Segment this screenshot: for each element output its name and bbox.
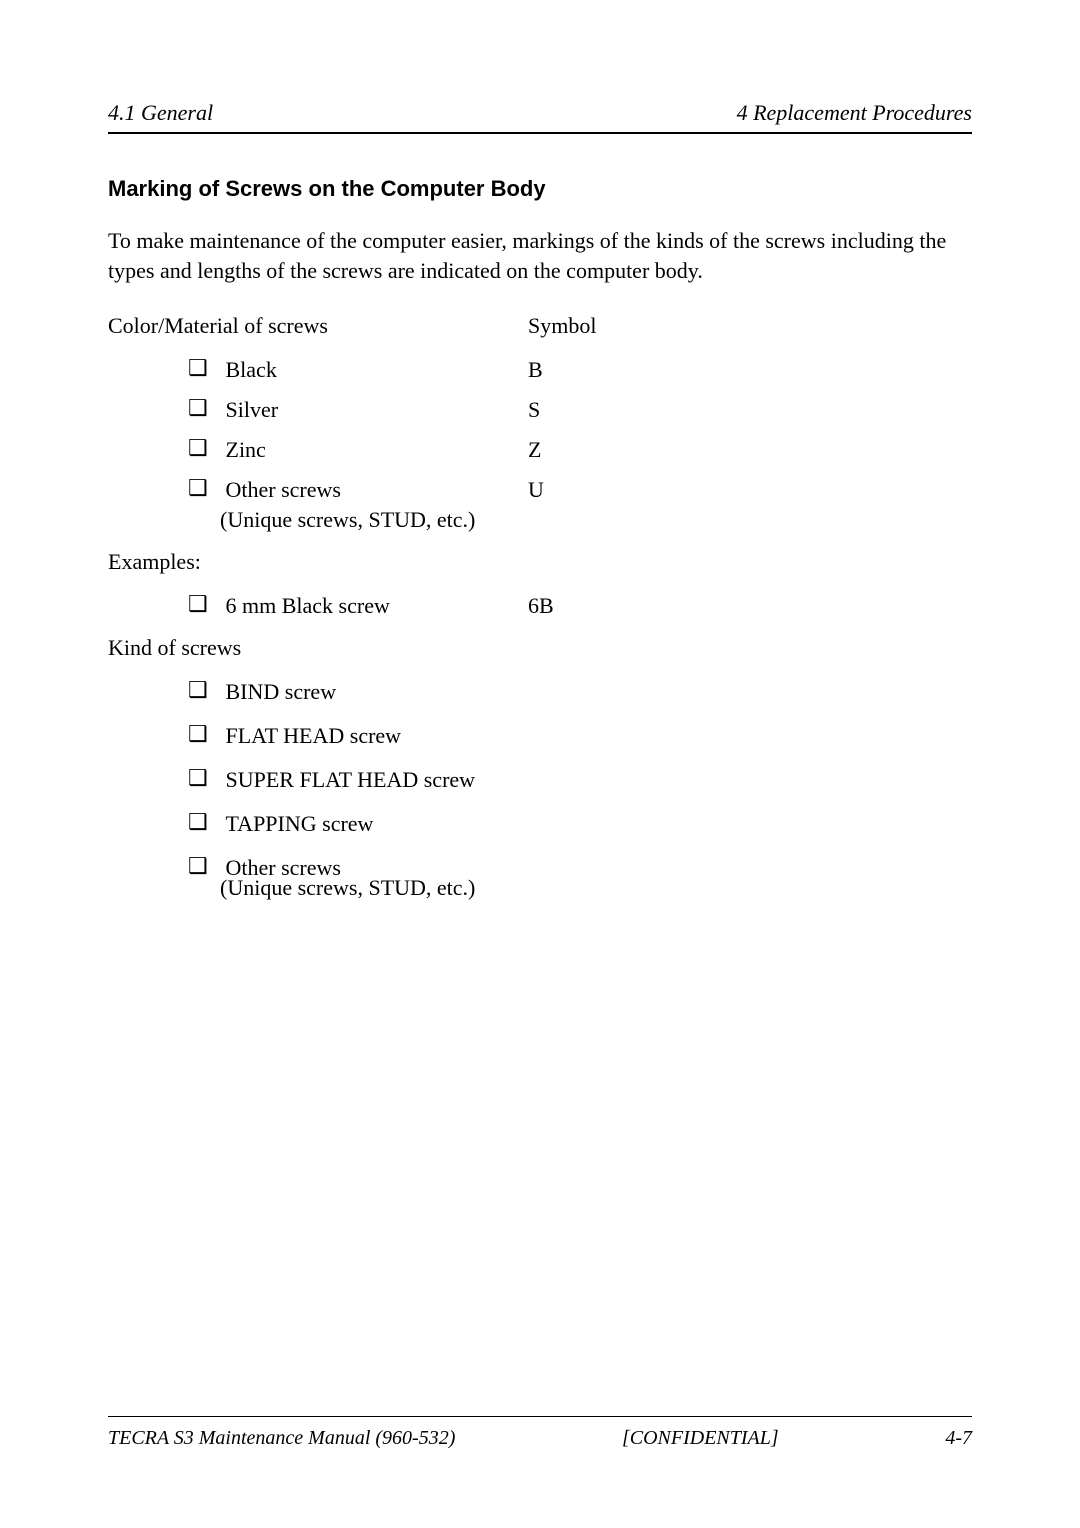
heading-right: Symbol: [528, 313, 648, 339]
bullet-icon: ❑: [188, 477, 220, 499]
bullet-icon: ❑: [188, 855, 220, 877]
color-row: ❑ Zinc Z: [108, 437, 972, 463]
bullet-icon: ❑: [188, 679, 220, 701]
bullet-icon: ❑: [188, 593, 220, 615]
footer-left: TECRA S3 Maintenance Manual (960-532): [108, 1427, 455, 1450]
color-other-label: Other screws: [226, 477, 341, 503]
kind-other-subtext: (Unique screws, STUD, etc.): [108, 875, 972, 901]
intro-paragraph: To make maintenance of the computer easi…: [108, 226, 972, 285]
color-symbol: B: [528, 357, 648, 383]
heading-left: Color/Material of screws: [108, 313, 528, 339]
section-title: Marking of Screws on the Computer Body: [108, 176, 972, 202]
kind-label: Kind of screws: [108, 635, 972, 661]
color-symbol: Z: [528, 437, 648, 463]
color-other-symbol: U: [528, 477, 648, 503]
bullet-icon: ❑: [188, 397, 220, 419]
footer-center: [CONFIDENTIAL]: [622, 1427, 779, 1450]
bullet-icon: ❑: [188, 357, 220, 379]
color-other-subtext: (Unique screws, STUD, etc.): [108, 507, 972, 533]
kind-item-label: TAPPING screw: [226, 811, 374, 837]
example-item-symbol: 6B: [528, 593, 648, 619]
color-label: Zinc: [226, 437, 266, 463]
example-row: ❑ 6 mm Black screw 6B: [108, 593, 972, 619]
color-row-other: ❑ Other screws U: [108, 477, 972, 503]
color-row: ❑ Black B: [108, 357, 972, 383]
kind-item-label: SUPER FLAT HEAD screw: [226, 767, 476, 793]
examples-label: Examples:: [108, 549, 972, 575]
footer-right: 4-7: [945, 1427, 972, 1450]
header-right: 4 Replacement Procedures: [737, 100, 972, 126]
kind-item: ❑ TAPPING screw: [108, 811, 972, 837]
bullet-icon: ❑: [188, 811, 220, 833]
bullet-icon: ❑: [188, 437, 220, 459]
header-left: 4.1 General: [108, 100, 213, 126]
color-label: Black: [226, 357, 277, 383]
kind-item: ❑ BIND screw: [108, 679, 972, 705]
color-row: ❑ Silver S: [108, 397, 972, 423]
kind-item: ❑ FLAT HEAD screw: [108, 723, 972, 749]
page-header: 4.1 General 4 Replacement Procedures: [108, 100, 972, 134]
color-symbol: S: [528, 397, 648, 423]
kind-item: ❑ SUPER FLAT HEAD screw: [108, 767, 972, 793]
color-table-heading: Color/Material of screws Symbol: [108, 313, 972, 339]
page-footer: TECRA S3 Maintenance Manual (960-532) [C…: [108, 1416, 972, 1450]
bullet-icon: ❑: [188, 723, 220, 745]
color-label: Silver: [226, 397, 279, 423]
kind-item-label: FLAT HEAD screw: [226, 723, 402, 749]
example-item-label: 6 mm Black screw: [226, 593, 390, 619]
bullet-icon: ❑: [188, 767, 220, 789]
kind-item-label: BIND screw: [226, 679, 337, 705]
